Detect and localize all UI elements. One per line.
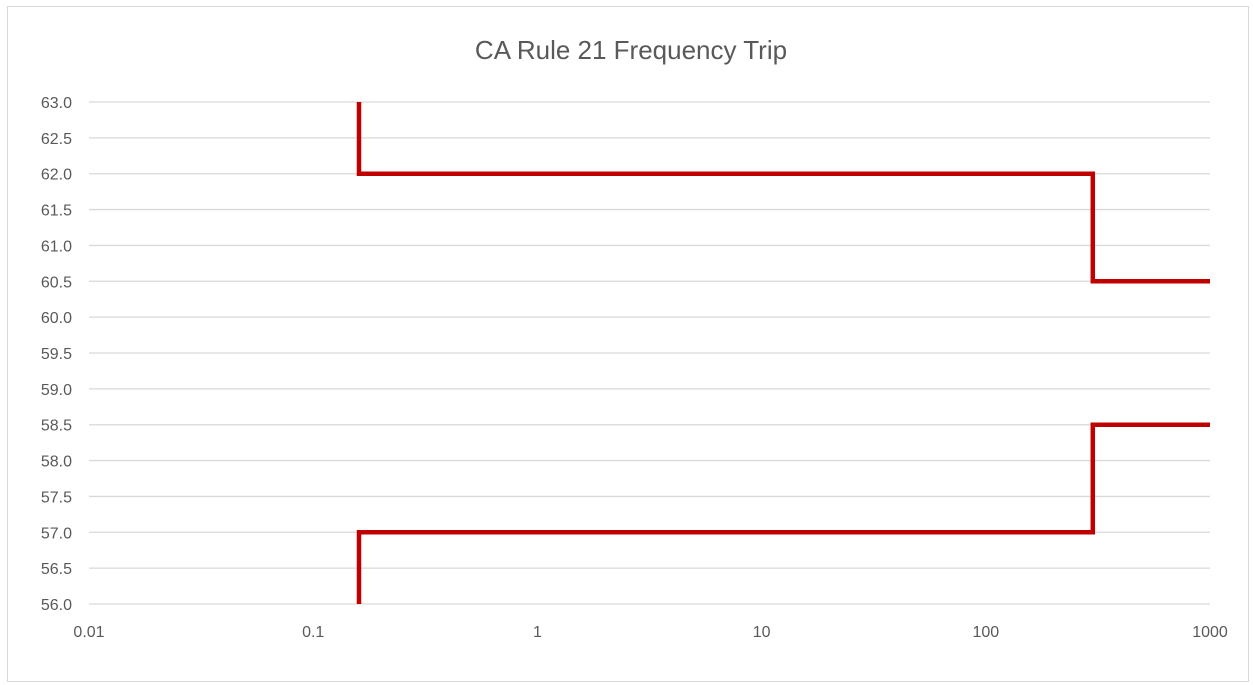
y-tick-label: 60.5: [41, 274, 72, 291]
y-tick-label: 63.0: [41, 95, 72, 112]
x-tick-label: 100: [972, 624, 999, 641]
x-tick-label: 1000: [1192, 624, 1228, 641]
x-tick-label: 10: [753, 624, 771, 641]
under-frequency-trip-line: [356, 422, 1210, 604]
x-tick-label: 0.01: [73, 624, 104, 641]
gridlines: [89, 101, 1210, 605]
chart-svg: CA Rule 21 Frequency Trip 63.0 62.5 62.0 61…: [41, 35, 1228, 641]
y-tick-label: 62.5: [41, 131, 72, 148]
y-tick-label: 60.0: [41, 310, 72, 327]
over-frequency-trip-line: [356, 102, 1210, 284]
x-tick-label: 1: [533, 624, 542, 641]
y-tick-label: 58.0: [41, 454, 72, 471]
y-tick-label: 57.0: [41, 525, 72, 542]
x-tick-label: 0.1: [302, 624, 324, 641]
y-tick-label: 57.5: [41, 489, 72, 506]
x-axis-tick-labels: 0.01 0.1 1 10 100 1000: [73, 624, 1227, 641]
y-tick-label: 59.0: [41, 382, 72, 399]
chart-frame: CA Rule 21 Frequency Trip 63.0 62.5 62.0 61…: [7, 6, 1249, 682]
chart-title: CA Rule 21 Frequency Trip: [475, 35, 787, 65]
series-lines: [356, 102, 1210, 604]
y-tick-label: 59.5: [41, 346, 72, 363]
y-tick-label: 61.0: [41, 238, 72, 255]
y-tick-label: 61.5: [41, 203, 72, 220]
y-tick-label: 56.5: [41, 561, 72, 578]
y-tick-label: 56.0: [41, 597, 72, 614]
y-tick-label: 58.5: [41, 418, 72, 435]
y-tick-label: 62.0: [41, 167, 72, 184]
y-axis-tick-labels: 63.0 62.5 62.0 61.5 61.0 60.5 60.0 59.5 59.0 58.5…: [41, 95, 72, 614]
